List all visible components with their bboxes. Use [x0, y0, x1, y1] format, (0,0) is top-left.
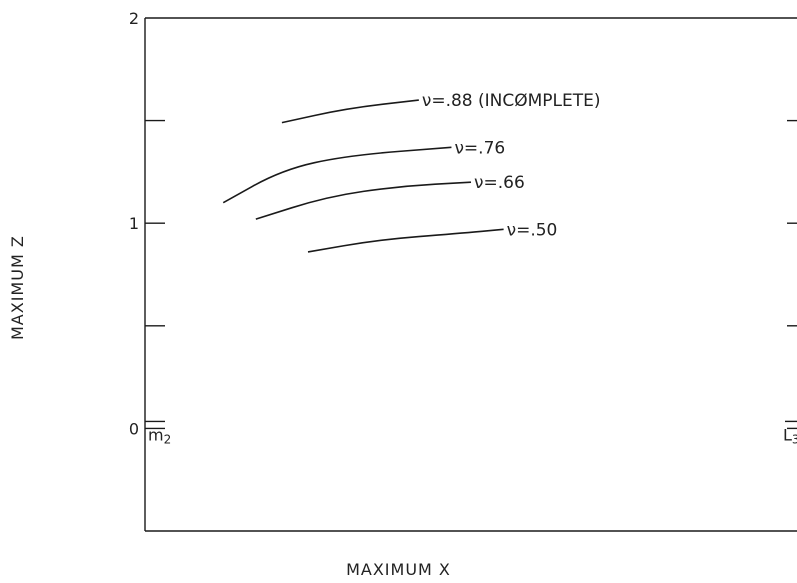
- series-curve-0: [281, 99, 419, 124]
- y-axis-label: MAXIMUM Z: [8, 235, 27, 340]
- plot-frame: [144, 17, 797, 532]
- marker-l3-subscript: 3: [792, 432, 797, 446]
- axis-ticks: 210 m2 L3: [129, 9, 797, 446]
- series-curve-1: [222, 146, 452, 204]
- y-tick-label: 1: [129, 214, 139, 233]
- y-tick-label: 2: [129, 9, 139, 28]
- series-curve-2: [255, 181, 472, 220]
- series-label-1: ν=.76: [454, 138, 505, 158]
- series-labels: ν=.88 (INCØMPLETE) ν=.76 ν=.66 ν=.50: [422, 91, 601, 240]
- series-label-0: ν=.88 (INCØMPLETE): [422, 91, 601, 111]
- series-curve-3: [307, 228, 504, 253]
- y-tick-label: 0: [129, 419, 139, 438]
- marker-m2-subscript: 2: [164, 432, 172, 446]
- marker-m2-label: m2: [148, 425, 171, 446]
- series-label-3: ν=.50: [507, 220, 558, 240]
- x-axis-label: MAXIMUM X: [346, 560, 451, 579]
- series-label-2: ν=.66: [474, 173, 525, 193]
- series-group: [222, 99, 504, 253]
